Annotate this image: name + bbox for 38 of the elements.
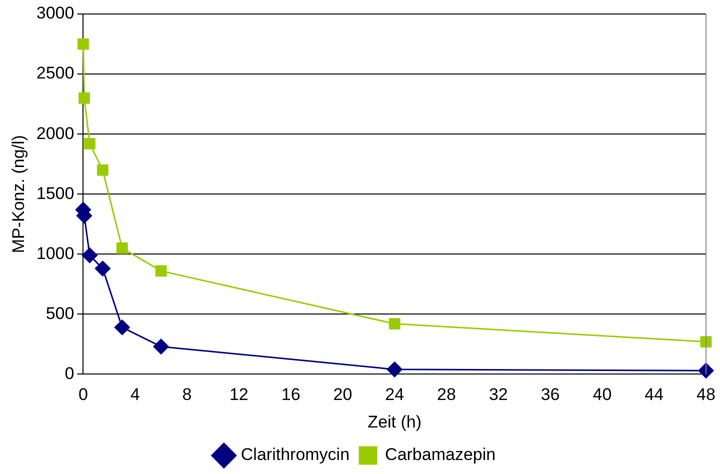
point <box>82 248 98 264</box>
x-tick-label: 20 <box>333 385 352 404</box>
x-tick-label: 32 <box>488 385 508 404</box>
x-tick-label: 28 <box>437 385 456 404</box>
point <box>386 362 402 378</box>
point <box>94 260 110 276</box>
legend-label: Carbamazepin <box>385 445 496 464</box>
y-tick-label: 2500 <box>36 64 74 83</box>
x-tick-label: 24 <box>385 385 404 404</box>
point <box>78 38 89 50</box>
y-tick-label: 2000 <box>36 124 74 143</box>
point <box>153 338 169 354</box>
x-tick-label: 44 <box>644 385 664 404</box>
point <box>700 336 712 348</box>
point <box>388 318 400 330</box>
point <box>84 138 96 150</box>
x-tick-label: 4 <box>130 385 140 404</box>
point <box>78 92 90 104</box>
point <box>155 265 167 277</box>
y-tick-label: 1500 <box>36 184 74 203</box>
point <box>116 242 128 254</box>
point <box>114 320 130 336</box>
x-tick-label: 12 <box>229 385 248 404</box>
legend-label: Clarithromycin <box>240 445 350 464</box>
point <box>698 362 714 378</box>
y-tick-label: 500 <box>46 304 74 323</box>
y-axis-title: MP-Konz. (ng/l) <box>8 135 28 254</box>
y-tick-label: 3000 <box>36 4 74 23</box>
x-axis-title: Zeit (h) <box>368 412 422 432</box>
x-tick-label: 0 <box>78 385 88 404</box>
point <box>96 164 108 176</box>
x-tick-label: 48 <box>696 385 716 404</box>
x-tick-label: 40 <box>592 385 612 404</box>
y-tick-label: 1000 <box>36 244 74 263</box>
x-tick-label: 36 <box>540 385 560 404</box>
y-tick-label: 0 <box>64 364 74 383</box>
x-tick-label: 8 <box>182 385 192 404</box>
x-tick-label: 16 <box>281 385 300 404</box>
